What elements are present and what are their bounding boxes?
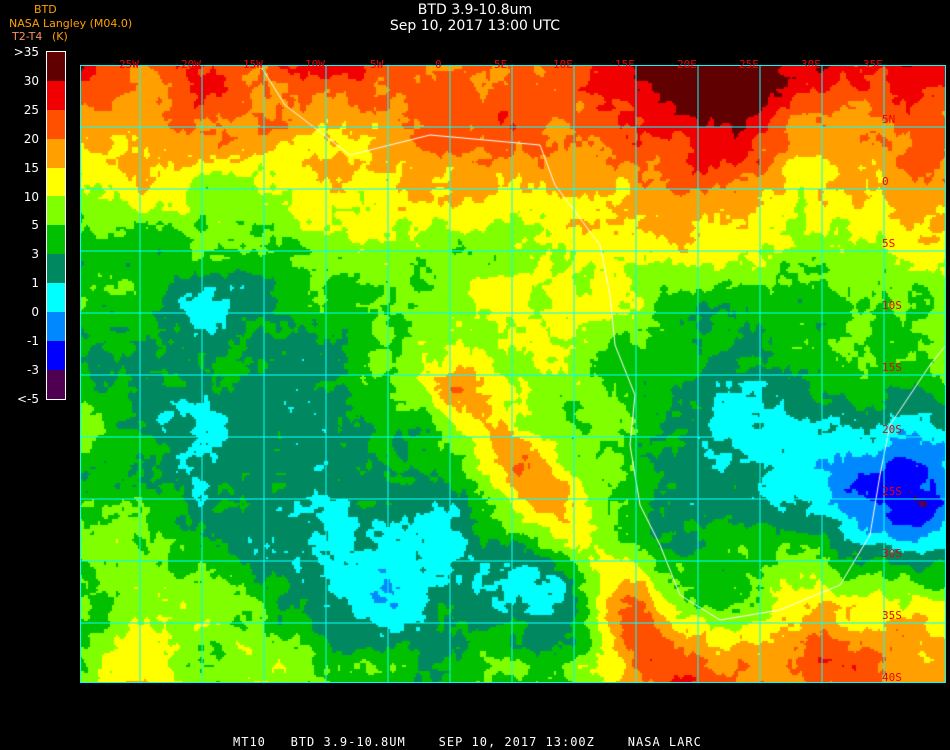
longitude-label: 0: [435, 58, 442, 71]
longitude-label: 20W: [181, 58, 201, 71]
latitude-label: 5N: [882, 113, 896, 126]
longitude-label: 15W: [243, 58, 263, 71]
latitude-label: 0: [882, 175, 889, 188]
units-value: (K): [52, 30, 68, 43]
latitude-label: 25S: [882, 485, 902, 498]
legend-tick-label: 10: [23, 189, 39, 204]
legend-tick-label: 5: [31, 218, 39, 233]
legend-tick-label: 1: [31, 276, 39, 291]
legend-tick-label: 20: [23, 131, 39, 146]
longitude-label: 25W: [119, 58, 139, 71]
latitude-label: 35S: [882, 609, 902, 622]
units-label: T2-T4: [12, 30, 43, 43]
longitude-label: 10E: [553, 58, 573, 71]
legend-tick-label: <-5: [16, 391, 39, 406]
longitude-label: 5E: [494, 58, 508, 71]
latitude-label: 40S: [882, 671, 902, 684]
longitude-label: 15E: [615, 58, 635, 71]
legend-swatch: [47, 167, 65, 197]
longitude-label: 35E: [863, 58, 883, 71]
longitude-label: 10W: [305, 58, 325, 71]
legend-swatch: [47, 283, 65, 313]
image-title: BTD 3.9-10.8um: [417, 2, 533, 18]
legend-swatch: [47, 225, 65, 255]
legend-tick-label: 3: [31, 247, 39, 262]
longitude-label: 25E: [739, 58, 759, 71]
legend-tick-label: 15: [23, 160, 39, 175]
latitude-label: 15S: [882, 361, 902, 374]
color-legend: [46, 51, 66, 400]
longitude-label: 30E: [801, 58, 821, 71]
longitude-label: 20E: [677, 58, 697, 71]
product-label: BTD: [34, 3, 57, 16]
legend-tick-label: >35: [13, 45, 39, 59]
lat-lon-grid: [80, 65, 946, 683]
legend-swatch: [47, 369, 65, 399]
legend-tick-label: 25: [23, 102, 39, 117]
organization-label: NASA Langley (M04.0): [9, 17, 133, 30]
satellite-map[interactable]: [80, 65, 946, 687]
legend-swatch: [47, 312, 65, 341]
legend-tick-label: 0: [31, 305, 39, 320]
image-timestamp: Sep 10, 2017 13:00 UTC: [389, 18, 561, 34]
legend-tick-label: 30: [23, 73, 39, 88]
latitude-label: 30S: [882, 547, 902, 560]
legend-swatch: [47, 80, 65, 110]
legend-swatch: [47, 138, 65, 168]
longitude-label: 5W: [370, 58, 384, 71]
legend-swatch: [47, 254, 65, 284]
legend-swatch: [47, 196, 65, 226]
legend-swatch: [47, 52, 65, 81]
footer-caption: MT10 BTD 3.9-10.8UM SEP 10, 2017 13:00Z …: [233, 735, 702, 749]
latitude-label: 20S: [882, 423, 902, 436]
latitude-label: 10S: [882, 299, 902, 312]
legend-tick-label: -3: [27, 362, 39, 377]
btd-image: [80, 65, 946, 683]
latitude-label: 5S: [882, 237, 896, 250]
legend-tick-label: -1: [27, 334, 39, 348]
legend-swatch: [47, 340, 65, 370]
legend-swatch: [47, 109, 65, 139]
